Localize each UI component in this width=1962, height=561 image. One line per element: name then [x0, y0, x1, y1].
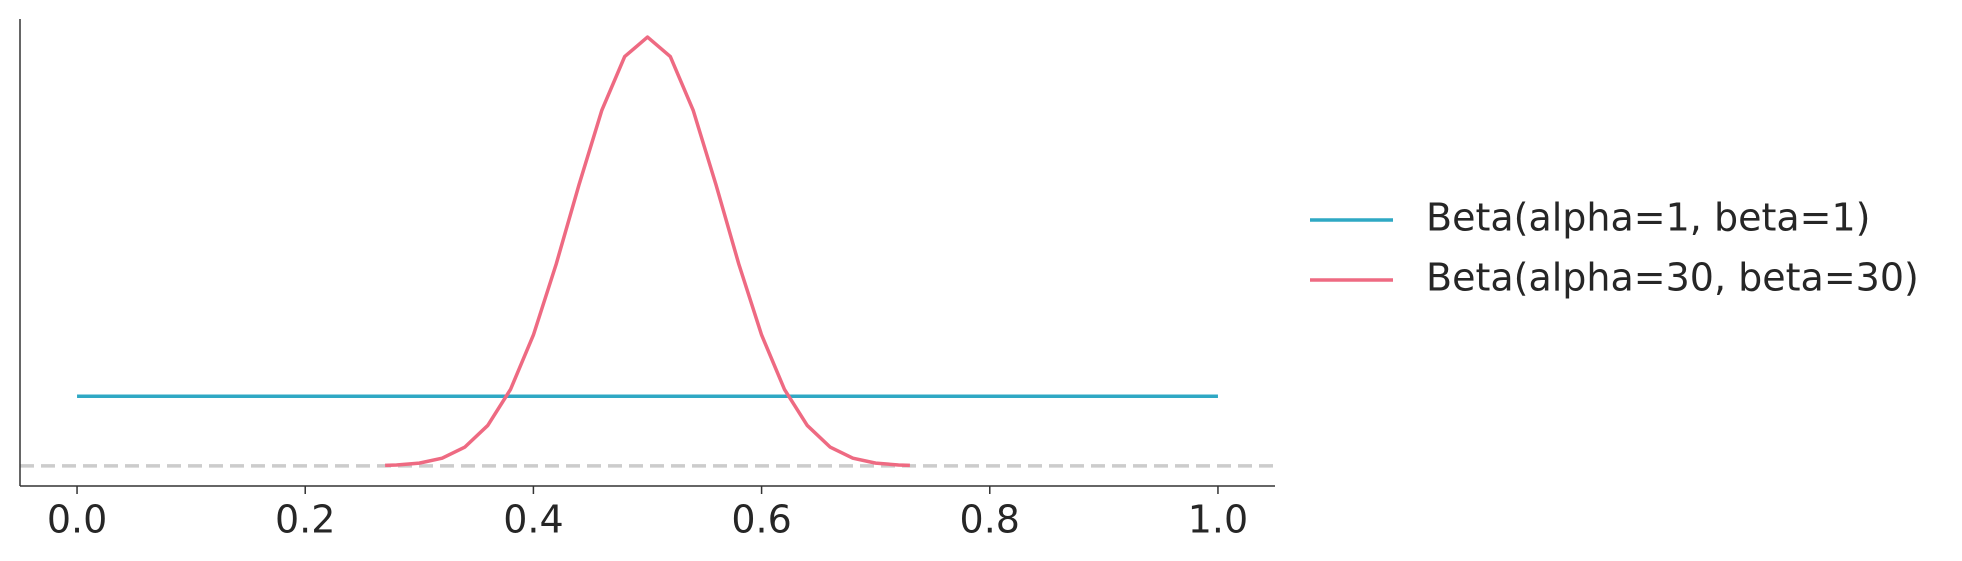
x-tick-label: 0.0 — [47, 498, 107, 542]
x-tick-label: 1.0 — [1188, 498, 1248, 542]
line — [385, 35, 910, 468]
x-tick-label: 0.8 — [960, 498, 1020, 542]
legend-label: Beta(alpha=30, beta=30) — [1426, 256, 1919, 300]
x-tick-label: 0.4 — [503, 498, 563, 542]
legend-label: Beta(alpha=1, beta=1) — [1426, 196, 1871, 240]
x-tick-label: 0.6 — [731, 498, 791, 542]
x-tick-label: 0.2 — [275, 498, 335, 542]
